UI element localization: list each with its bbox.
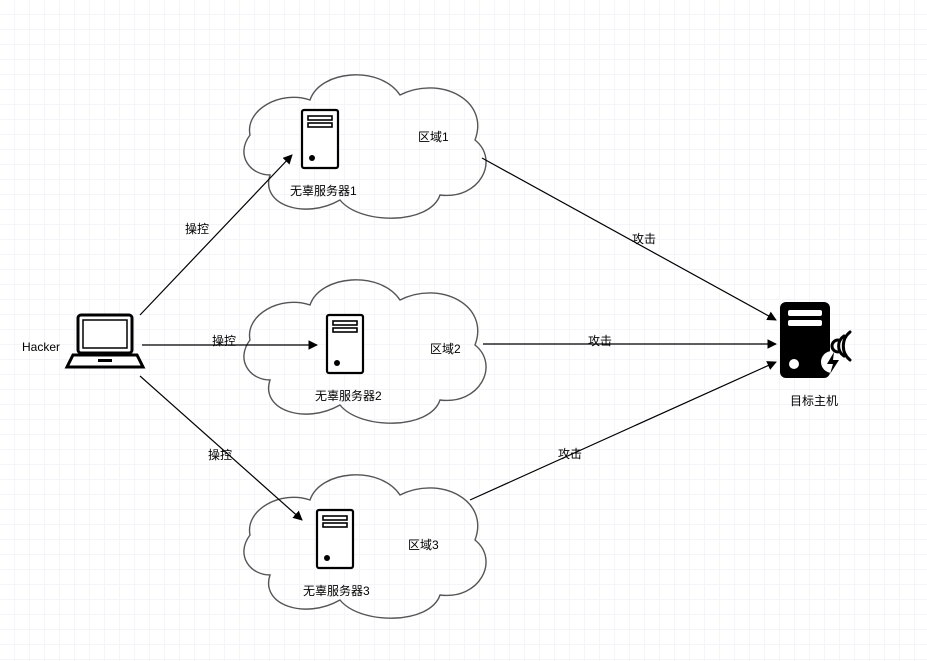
diagram-canvas: Hacker 无辜服务器1 无辜服务器2 无辜服务器3 区域1 区域2 区域3 … — [0, 0, 927, 661]
region1-label: 区域1 — [418, 128, 449, 145]
target-server-icon — [780, 302, 850, 378]
edge5-label: 攻击 — [588, 332, 612, 349]
server1-label: 无辜服务器1 — [290, 182, 357, 199]
hacker-label: Hacker — [22, 340, 60, 354]
edge1-label: 操控 — [185, 220, 209, 237]
edge4-label: 攻击 — [632, 230, 656, 247]
edge6-label: 攻击 — [558, 445, 582, 462]
edge-server1-target — [482, 158, 776, 320]
server3-icon — [317, 510, 353, 568]
server1-icon — [302, 110, 338, 168]
server2-icon — [327, 315, 363, 373]
edge-server3-target — [470, 362, 776, 500]
region3-label: 区域3 — [408, 536, 439, 553]
server2-label: 无辜服务器2 — [315, 387, 382, 404]
region2-label: 区域2 — [430, 340, 461, 357]
server3-label: 无辜服务器3 — [303, 582, 370, 599]
cloud-region-1 — [244, 75, 486, 218]
diagram-svg — [0, 0, 927, 661]
target-label: 目标主机 — [790, 392, 838, 409]
laptop-icon — [67, 315, 143, 367]
edge2-label: 操控 — [212, 332, 236, 349]
edge3-label: 操控 — [208, 446, 232, 463]
edge-hacker-server1 — [140, 155, 292, 315]
